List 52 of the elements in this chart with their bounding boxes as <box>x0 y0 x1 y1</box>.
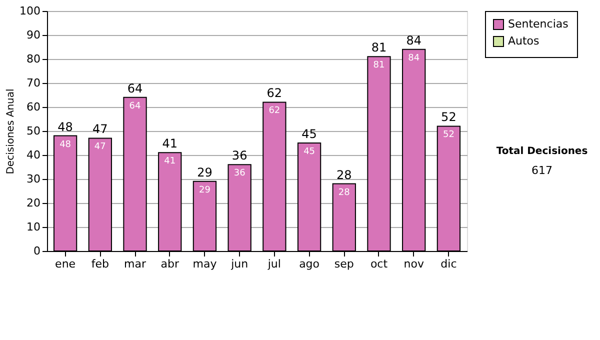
x-tick-label: feb <box>91 258 109 270</box>
x-tick-label: nov <box>404 258 424 270</box>
y-tick-label: 20 <box>26 196 40 210</box>
data-label: 47 <box>94 142 106 152</box>
y-tick-label: 70 <box>26 76 40 90</box>
y-tick-label: 100 <box>20 4 40 18</box>
y-tick-label: 50 <box>26 124 40 138</box>
data-label: 48 <box>60 140 72 150</box>
total-label: 47 <box>92 122 108 136</box>
x-tick-label: dic <box>440 258 457 270</box>
data-label: 29 <box>198 185 211 196</box>
x-tick-label: jul <box>266 258 281 270</box>
x-tick-label: abr <box>160 258 180 270</box>
x-tick-label: ago <box>299 258 320 270</box>
x-tick-label: oct <box>370 258 388 270</box>
legend-label: Autos <box>508 34 540 48</box>
total-label: 48 <box>58 120 73 134</box>
y-tick-label: 0 <box>34 244 40 258</box>
y-tick-label: 60 <box>26 100 40 114</box>
x-tick-label: may <box>192 258 218 270</box>
data-label: 64 <box>129 101 142 112</box>
total-label: 81 <box>371 40 387 55</box>
total-label: 28 <box>336 168 352 182</box>
text: Total Decisiones <box>496 146 588 157</box>
total-label: 36 <box>232 148 248 163</box>
text: 617 <box>532 164 552 177</box>
total-label: 52 <box>441 110 456 124</box>
data-label: 41 <box>164 156 176 167</box>
total-label: 45 <box>302 127 317 141</box>
data-label: 36 <box>234 168 246 179</box>
data-label: 62 <box>268 106 280 116</box>
x-tick-label: ene <box>55 258 76 270</box>
y-tick-label: 80 <box>26 52 40 66</box>
y-tick-label: 40 <box>26 148 40 162</box>
data-label: 81 <box>373 60 385 71</box>
total-label: 29 <box>197 165 212 180</box>
y-tick-label: 30 <box>26 172 40 186</box>
total-label: 84 <box>406 33 422 48</box>
y-tick-label: 10 <box>26 220 40 234</box>
total-label: 62 <box>266 86 282 100</box>
data-label: 28 <box>338 188 350 198</box>
y-axis-title: Decisiones Anual <box>6 88 17 174</box>
total-label: 64 <box>127 81 143 96</box>
data-label: 45 <box>304 147 316 157</box>
x-tick-label: jun <box>230 258 248 270</box>
data-label: 84 <box>408 53 420 64</box>
y-tick-label: 90 <box>26 28 40 42</box>
legend-label: Sentencias <box>508 18 569 30</box>
data-label: 52 <box>442 130 454 140</box>
x-tick-label: sep <box>334 258 354 270</box>
x-tick-label: mar <box>124 258 146 270</box>
total-label: 41 <box>162 136 178 151</box>
